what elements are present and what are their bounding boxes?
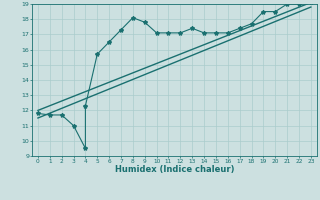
X-axis label: Humidex (Indice chaleur): Humidex (Indice chaleur) [115,165,234,174]
